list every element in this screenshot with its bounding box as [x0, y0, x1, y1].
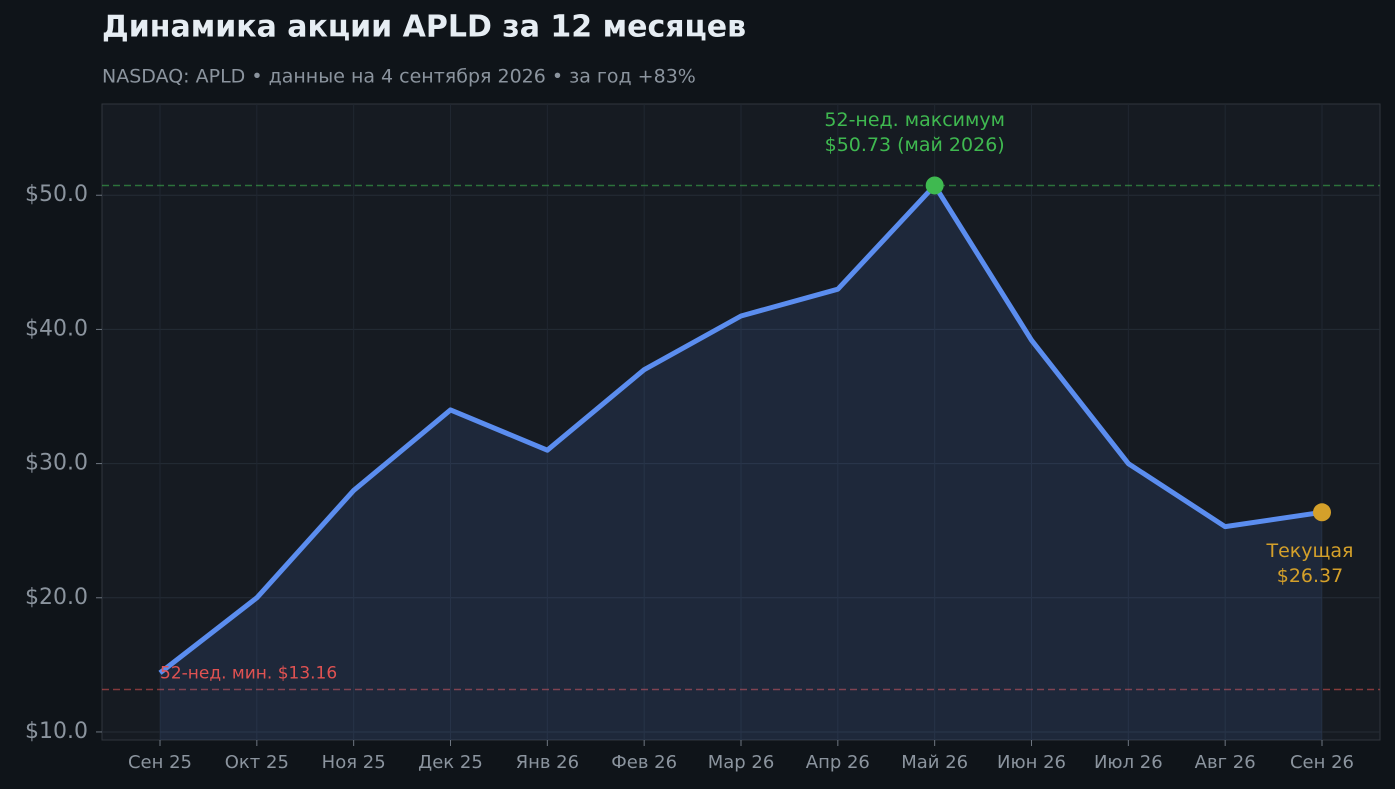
- x-tick-label: Окт 25: [225, 752, 289, 773]
- y-tick-label: $50.0: [25, 182, 88, 207]
- x-tick-label: Сен 26: [1290, 752, 1354, 773]
- highlight-marker: [1313, 503, 1331, 522]
- y-tick-label: $20.0: [25, 585, 88, 610]
- reference-label: 52-нед. мин. $13.16: [160, 664, 337, 684]
- x-tick-label: Дек 25: [418, 752, 483, 773]
- highlight-label: 52-нед. максимум: [824, 109, 1005, 131]
- y-tick-label: $40.0: [25, 316, 88, 341]
- y-tick-label: $30.0: [25, 451, 88, 476]
- x-tick-label: Июл 26: [1094, 752, 1163, 773]
- x-tick-label: Мар 26: [708, 752, 775, 773]
- area: [160, 185, 1322, 741]
- line: [158, 182, 1323, 675]
- highlight-label: $50.73 (май 2026): [825, 134, 1005, 156]
- x-tick-label: Ноя 25: [322, 752, 386, 773]
- highlight-label: $26.37: [1277, 565, 1343, 587]
- x-tick-label: Янв 26: [516, 752, 580, 773]
- x-tick-label: Апр 26: [806, 752, 870, 773]
- chart-title: Динамика акции APLD за 12 месяцев: [102, 10, 746, 45]
- x-tick-label: Авг 26: [1195, 752, 1256, 773]
- chart-subtitle: NASDAQ: APLD • данные на 4 сентября 2026…: [102, 66, 696, 88]
- highlight-marker: [925, 176, 944, 195]
- x-tick-label: Сен 25: [128, 752, 192, 773]
- y-tick-label: $10.0: [25, 719, 88, 744]
- x-tick-label: Фев 26: [611, 752, 677, 773]
- highlight-label: Текущая: [1266, 540, 1354, 562]
- x-tick-label: Май 26: [901, 752, 968, 773]
- x-tick-label: Июн 26: [997, 752, 1066, 773]
